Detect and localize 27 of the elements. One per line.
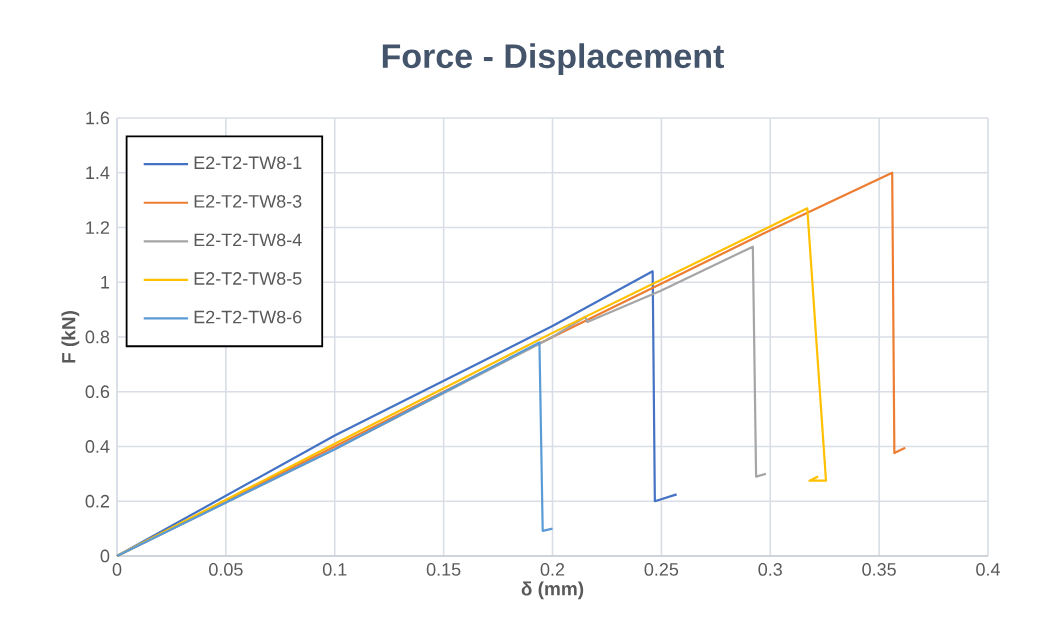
legend-label: E2-T2-TW8-6 bbox=[194, 310, 302, 324]
line-series bbox=[115, 341, 554, 558]
x-tick-label: 0.15 bbox=[426, 563, 461, 576]
y-tick-label: 0 bbox=[100, 549, 110, 563]
x-tick-label: 0.4 bbox=[976, 563, 1000, 576]
y-tick-label: 1.4 bbox=[86, 166, 110, 179]
legend-label: E2-T2-TW8-5 bbox=[194, 272, 302, 285]
x-tick-label: 0.35 bbox=[862, 563, 896, 576]
y-tick-label: 0.8 bbox=[85, 330, 110, 344]
y-tick-label: 0.6 bbox=[85, 385, 110, 399]
y-tick-label: 0.4 bbox=[85, 440, 110, 453]
x-tick-label: 0.05 bbox=[209, 563, 243, 576]
x-tick-label: 0.25 bbox=[644, 563, 679, 576]
x-tick-label: 0.1 bbox=[322, 563, 347, 576]
legend-label: E2-T2-TW8-1 bbox=[194, 156, 302, 170]
legend-label: E2-T2-TW8-4 bbox=[194, 233, 302, 247]
x-tick-label: 0.3 bbox=[758, 563, 782, 576]
x-tick-label: 0 bbox=[112, 563, 122, 576]
y-axis-title: F (kN) bbox=[61, 311, 80, 363]
chart-title: Force - Displacement bbox=[382, 43, 724, 75]
legend-label: E2-T2-TW8-3 bbox=[194, 194, 302, 208]
x-tick-label: 0.2 bbox=[540, 563, 565, 576]
y-tick-label: 0.2 bbox=[85, 494, 110, 508]
y-tick-label: 1.2 bbox=[86, 221, 110, 234]
y-tick-label: 1 bbox=[101, 276, 110, 289]
y-tick-label: 1.6 bbox=[86, 111, 110, 125]
x-axis-title: δ (mm) bbox=[521, 581, 584, 600]
